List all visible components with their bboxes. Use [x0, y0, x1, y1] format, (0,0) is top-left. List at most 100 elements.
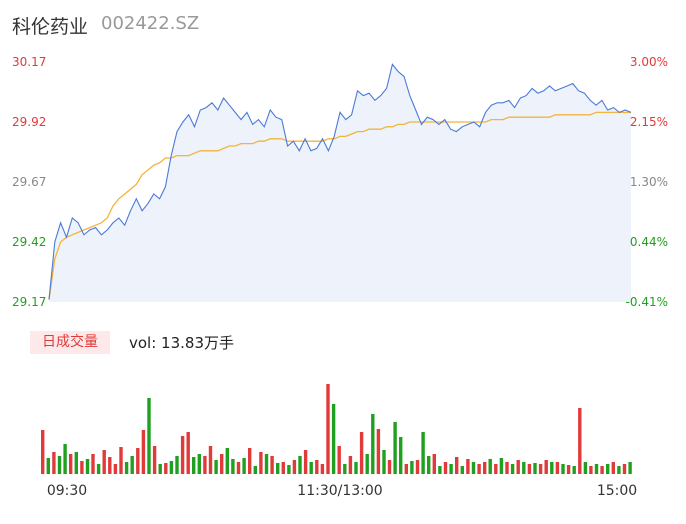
volume-bar: [175, 456, 179, 474]
volume-bar: [365, 454, 369, 474]
volume-bar: [404, 464, 408, 474]
volume-bar: [371, 414, 375, 474]
volume-bar: [113, 464, 118, 474]
volume-bar: [130, 456, 134, 474]
volume-readout: vol: 13.83万手: [129, 334, 234, 352]
volume-bar: [292, 460, 297, 474]
x-tick: 11:30/13:00: [297, 483, 382, 499]
volume-bar: [499, 458, 504, 474]
volume-bar: [527, 464, 532, 474]
volume-bar: [225, 448, 229, 474]
volume-bar: [410, 461, 414, 474]
volume-bar: [421, 432, 425, 474]
volume-bar: [124, 462, 129, 474]
y-tick-left: 30.17: [12, 55, 46, 69]
y-tick-left: 29.17: [12, 295, 46, 309]
volume-bar: [415, 460, 420, 474]
volume-bar: [141, 430, 146, 474]
volume-bar: [119, 447, 123, 474]
volume-bar: [147, 398, 151, 474]
volume-bar: [483, 462, 487, 474]
x-tick: 15:00: [597, 483, 637, 499]
y-tick-right: 1.30%: [630, 175, 668, 189]
volume-bar: [544, 460, 548, 474]
volume-bar: [376, 429, 381, 474]
volume-bar: [600, 466, 604, 474]
y-tick-right: -0.41%: [626, 295, 668, 309]
volume-bar: [96, 464, 101, 474]
volume-bar: [516, 460, 520, 474]
volume-bar: [192, 457, 196, 474]
volume-bar: [236, 462, 241, 474]
volume-bar: [303, 450, 308, 474]
volume-bar: [427, 456, 431, 474]
volume-bar: [337, 446, 341, 474]
volume-bar: [214, 460, 218, 474]
y-tick-right: 3.00%: [630, 55, 668, 69]
y-tick-left: 29.92: [12, 115, 46, 129]
volume-bar: [276, 463, 280, 474]
volume-bar: [46, 458, 50, 474]
volume-bar: [264, 454, 269, 474]
volume-bar: [359, 432, 364, 474]
volume-bar: [69, 454, 73, 474]
volume-bar: [343, 464, 347, 474]
volume-bar: [164, 463, 168, 474]
volume-bar: [550, 462, 554, 474]
volume-bar: [354, 462, 358, 474]
volume-bar: [399, 437, 403, 474]
volume-bar: [466, 459, 470, 474]
volume-bar: [270, 456, 274, 474]
volume-bar: [186, 432, 190, 474]
volume-bar: [220, 454, 224, 474]
volume-bar: [522, 462, 526, 474]
volume-bar: [611, 462, 615, 474]
volume-bar: [248, 448, 252, 474]
volume-bar: [538, 464, 543, 474]
volume-bar: [348, 456, 353, 474]
volume-bar: [606, 464, 610, 474]
volume-bar: [326, 384, 330, 474]
stock-code: 002422.SZ: [101, 13, 200, 34]
y-tick-left: 29.67: [12, 175, 46, 189]
volume-bar: [281, 462, 285, 474]
x-tick: 09:30: [47, 483, 87, 499]
volume-bar: [208, 446, 213, 474]
volume-bar: [242, 458, 246, 474]
volume-bar: [572, 466, 576, 474]
volume-bar: [449, 464, 453, 474]
volume-bar: [315, 460, 319, 474]
volume-bar: [259, 452, 263, 474]
volume-chart: [41, 384, 632, 474]
price-area: [49, 64, 631, 303]
volume-bar: [382, 450, 386, 474]
volume-bar: [477, 464, 481, 474]
axis-labels: 30.17 29.92 29.67 29.42 29.17 3.00% 2.15% 1.30%…: [12, 55, 668, 499]
volume-bar: [63, 444, 67, 474]
volume-bar: [169, 461, 174, 474]
y-tick-right: 0.44%: [630, 235, 668, 249]
volume-bar: [566, 465, 571, 474]
volume-bar: [471, 462, 476, 474]
volume-bar: [387, 460, 392, 474]
volume-bar: [505, 462, 509, 474]
volume-bar: [180, 436, 185, 474]
volume-bar: [231, 459, 235, 474]
volume-bar: [91, 454, 95, 474]
volume-bar: [74, 452, 78, 474]
volume-bar: [102, 450, 106, 474]
y-tick-right: 2.15%: [630, 115, 668, 129]
volume-bar: [443, 462, 448, 474]
volume-bar: [460, 466, 464, 474]
volume-bar: [320, 464, 325, 474]
volume-bar: [589, 466, 593, 474]
volume-bar: [80, 461, 84, 474]
y-tick-left: 29.42: [12, 235, 46, 249]
price-line: [48, 63, 632, 300]
volume-bar: [287, 465, 291, 474]
volume-badge[interactable]: 日成交量: [30, 331, 110, 354]
volume-bar: [331, 404, 336, 474]
volume-bar: [594, 464, 599, 474]
volume-bar: [298, 456, 302, 474]
volume-bar: [197, 454, 201, 474]
